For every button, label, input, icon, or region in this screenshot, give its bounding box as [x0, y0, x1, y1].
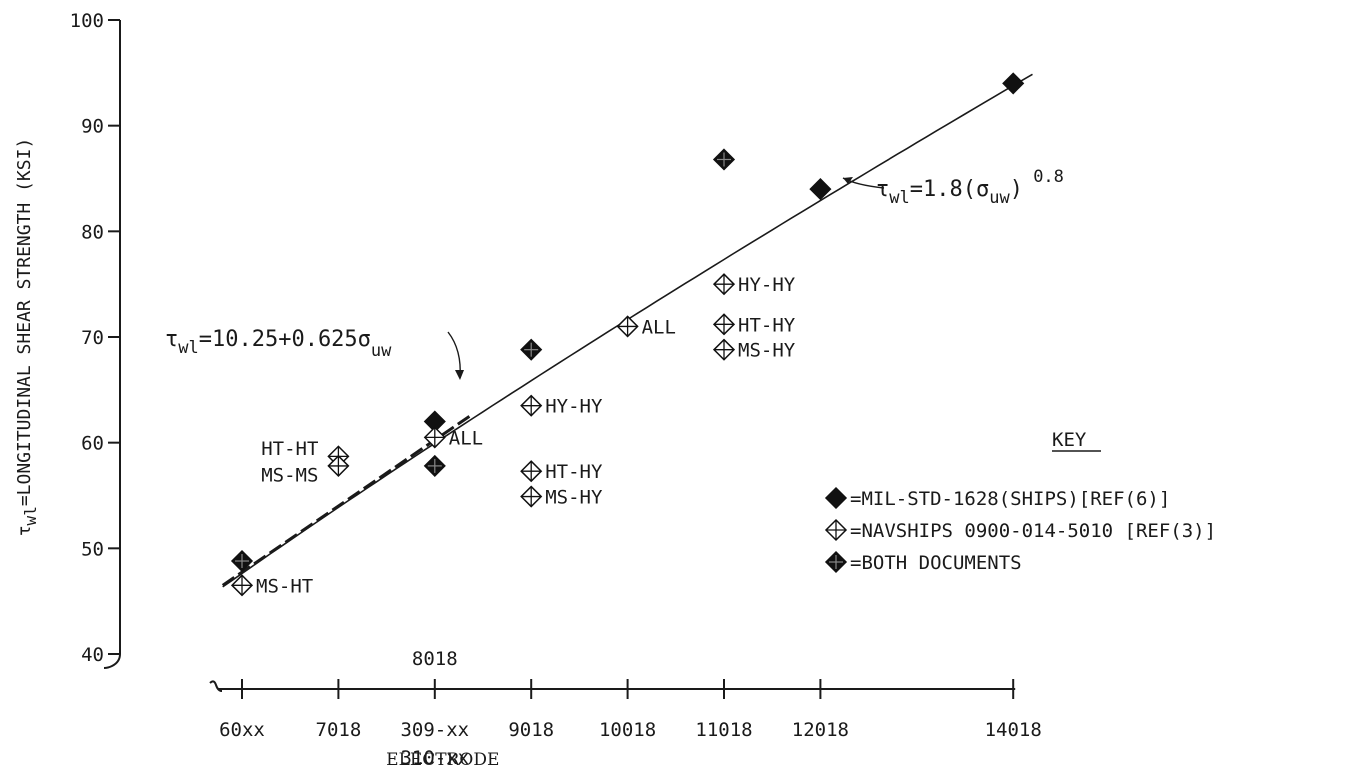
data-point	[230, 549, 254, 573]
data-point-label: MS-HT	[256, 575, 313, 597]
x-tick-label: 309-xx	[400, 719, 469, 741]
data-point	[423, 426, 446, 449]
data-point	[712, 273, 736, 296]
data-point-label: ALL	[642, 316, 676, 338]
data-point	[712, 313, 736, 336]
data-point	[712, 338, 736, 361]
legend-label: =NAVSHIPS 0900-014-5010 [REF(3)]	[850, 520, 1216, 542]
data-point	[423, 454, 446, 477]
data-point	[712, 148, 736, 171]
data-point-label: HY-HY	[738, 274, 796, 296]
solid-diamond-marker	[824, 486, 848, 510]
data-point-label: HY-HY	[545, 396, 603, 418]
y-axis-break	[103, 653, 121, 669]
y-tick-label: 80	[81, 221, 104, 243]
x-tick-label: 10018	[599, 719, 656, 741]
x-axis-break	[209, 680, 223, 692]
y-tick-label: 40	[81, 644, 104, 666]
data-points: MS-HT HT-HT MS-MS ALL HY-HY HT-HY MS-HY ALL HY-H…	[230, 72, 1025, 597]
power-fit-equation: τwl=1.8(σuw) 0.8	[876, 167, 1064, 208]
x-tick-label: 14018	[985, 719, 1042, 741]
data-point	[1002, 72, 1025, 95]
legend-item: =MIL-STD-1628(SHIPS)[REF(6)]	[824, 486, 1170, 510]
legend-title: KEY	[1052, 429, 1087, 451]
solid-diamond-marker	[1002, 72, 1025, 95]
data-point	[520, 338, 543, 361]
data-point	[327, 454, 350, 477]
power-fit-arrowhead	[843, 177, 853, 184]
data-point-label: MS-MS	[261, 464, 318, 486]
data-point	[616, 315, 639, 338]
fit-lines: τwl=1.8(σuw) 0.8 τwl=10.25+0.625σuw	[165, 73, 1064, 588]
x-tick-label: 60xx	[219, 719, 265, 741]
data-point-label: ALL	[449, 427, 483, 449]
x-tick-label-below: 310-xx	[400, 747, 469, 769]
data-point-label: HT-HT	[261, 438, 318, 460]
legend-label: =MIL-STD-1628(SHIPS)[REF(6)]	[850, 488, 1170, 510]
y-tick-label: 90	[81, 116, 104, 138]
y-axis: 40 50 60 70 80 90 100 τwl=LONGITUDINAL SHEAR ST…	[14, 10, 121, 669]
legend-marker	[824, 486, 848, 510]
x-tick-label: 9018	[508, 719, 554, 741]
data-point	[520, 394, 543, 417]
data-point	[520, 460, 543, 483]
data-point-label: MS-HY	[738, 340, 796, 362]
data-point	[230, 574, 254, 597]
x-tick-label-above: 8018	[412, 648, 458, 670]
y-axis-title: τwl=LONGITUDINAL SHEAR STRENGTH (KSI)	[14, 138, 40, 537]
x-axis-title: ELECTRODE	[386, 750, 499, 770]
legend-label: =BOTH DOCUMENTS	[850, 552, 1022, 574]
linear-fit-equation: τwl=10.25+0.625σuw	[165, 327, 392, 361]
y-tick-label: 50	[81, 538, 104, 560]
data-point-label: HT-HY	[545, 461, 603, 483]
legend-item: =NAVSHIPS 0900-014-5010 [REF(3)]	[824, 518, 1216, 542]
data-point	[520, 485, 543, 508]
legend-item: =BOTH DOCUMENTS	[824, 550, 1022, 574]
legend-marker	[824, 518, 848, 542]
data-point-label: HT-HY	[738, 314, 796, 336]
linear-fit-arrowhead	[455, 370, 464, 380]
data-point	[809, 178, 832, 201]
x-tick-label: 7018	[316, 719, 362, 741]
legend-marker	[824, 550, 848, 574]
x-axis: 60xx 7018 309-xx 8018 310-xx 9018 10018 11018 12…	[209, 648, 1042, 770]
solid-diamond-marker	[809, 178, 832, 201]
legend: KEY =MIL-STD-1628(SHIPS)[REF(6)] =NAVSHIPS…	[824, 429, 1216, 574]
data-point-label: MS-HY	[545, 487, 603, 509]
y-tick-label: 70	[81, 327, 104, 349]
y-tick-label: 60	[81, 433, 104, 455]
y-tick-label: 100	[70, 10, 104, 32]
x-tick-label: 11018	[695, 719, 752, 741]
x-tick-label: 12018	[792, 719, 849, 741]
